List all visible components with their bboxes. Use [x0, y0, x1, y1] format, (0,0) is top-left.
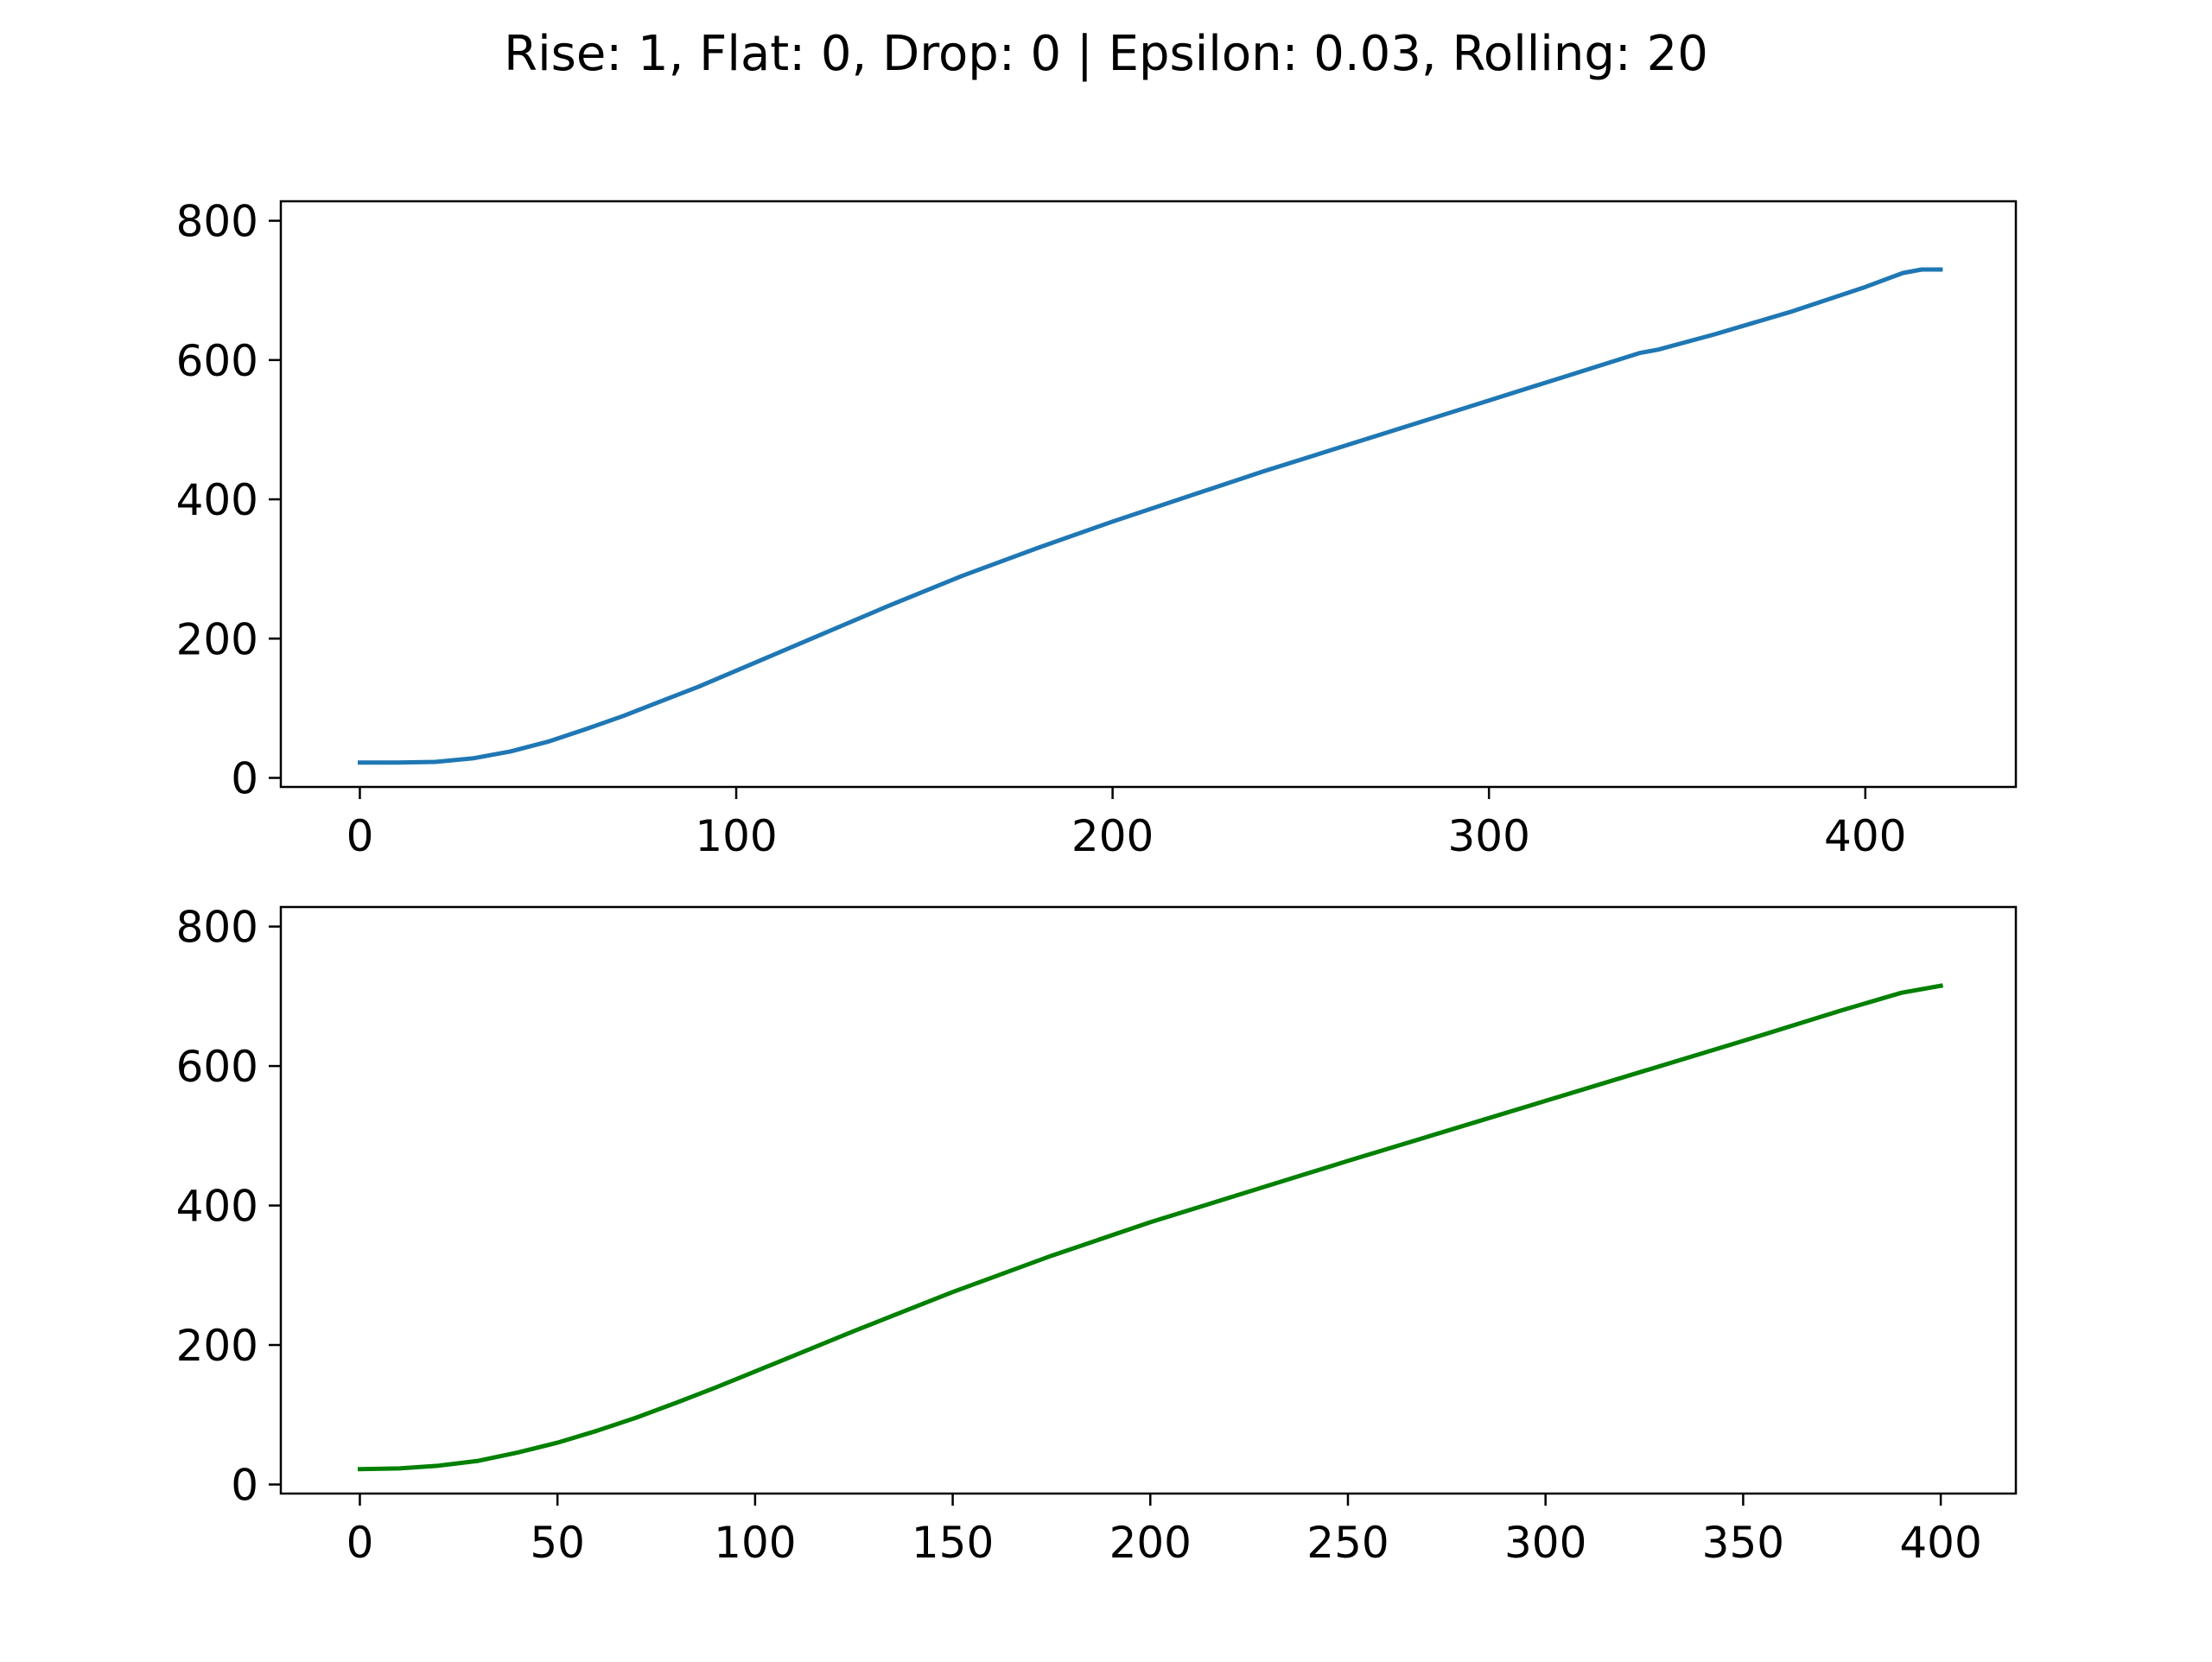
axes-frame-2 [279, 905, 2018, 1495]
y-tick-label: 800 [176, 903, 258, 953]
x-tick-label: 50 [530, 1518, 585, 1568]
x-tick-label: 200 [1071, 811, 1154, 861]
x-tick-label: 100 [695, 811, 777, 861]
x-tick-label: 300 [1447, 811, 1529, 861]
subplot-1: 0 100 200 300 400 0 200 400 600 800 [176, 197, 2018, 861]
y-tick-label: 200 [176, 1321, 258, 1371]
series-line-2-1 [357, 983, 1943, 1472]
x-tick-label: 150 [912, 1518, 994, 1568]
y-tick-label: 0 [231, 1461, 258, 1511]
x-tick-label: 100 [714, 1518, 796, 1568]
series-line-1-1 [358, 267, 1943, 765]
y-tick-label: 200 [176, 614, 258, 664]
x-tick-label: 0 [346, 1518, 374, 1568]
y-tick-label: 400 [176, 475, 258, 525]
x-tick-label: 0 [346, 811, 374, 861]
x-tick-label: 350 [1702, 1518, 1784, 1568]
y-tick-label: 400 [176, 1182, 258, 1232]
y-tick-label: 600 [176, 336, 258, 386]
x-tick-label: 400 [1899, 1518, 1981, 1568]
x-tick-label: 300 [1504, 1518, 1586, 1568]
x-tick-label: 400 [1824, 811, 1906, 861]
x-tick-label: 250 [1306, 1518, 1389, 1568]
axes-frame-1 [279, 200, 2018, 789]
y-tick-label: 0 [231, 754, 258, 804]
y-tick-label: 800 [176, 197, 258, 247]
y-tick-label: 600 [176, 1042, 258, 1092]
subplot-2: 0 50 100 150 200 250 300 350 400 0 200 400 600 800 [176, 903, 2018, 1568]
figure-title: Rise: 1, Flat: 0, Drop: 0 | Epsilon: 0.0… [504, 26, 1708, 82]
x-tick-label: 200 [1109, 1518, 1192, 1568]
